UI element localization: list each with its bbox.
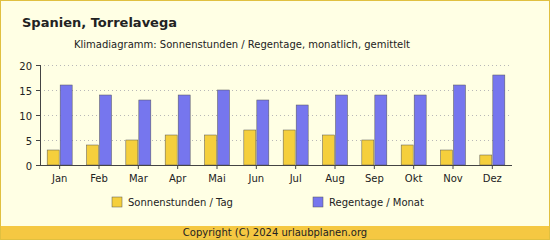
legend-label: Regentage / Monat [329, 197, 424, 208]
bar [414, 95, 426, 165]
chart: Spanien, Torrelavega Klimadiagramm: Sonne… [0, 0, 550, 240]
x-tick [374, 165, 375, 169]
bar [60, 85, 72, 165]
x-tick-label: Feb [90, 173, 108, 184]
bar [100, 95, 112, 165]
y-tick [36, 90, 40, 91]
bar [165, 135, 177, 165]
x-tick [138, 165, 139, 169]
bar [126, 140, 138, 165]
grid-line [40, 90, 512, 91]
footer-bar [1, 226, 549, 239]
bar [47, 150, 59, 165]
x-tick-label: Mai [208, 173, 226, 184]
x-tick [177, 165, 178, 169]
bar [257, 100, 269, 165]
bar [178, 95, 190, 165]
bar [244, 130, 256, 165]
bar [218, 90, 230, 165]
bar [323, 135, 335, 165]
y-tick [36, 140, 40, 141]
x-tick-label: Sep [365, 173, 384, 184]
x-tick [99, 165, 100, 169]
x-tick [295, 165, 296, 169]
y-tick-label: 15 [19, 86, 32, 97]
y-tick [36, 165, 40, 166]
x-tick [335, 165, 336, 169]
y-axis [40, 65, 41, 165]
x-tick [217, 165, 218, 169]
x-tick-label: Apr [169, 173, 187, 184]
bar [480, 155, 492, 165]
bar [336, 95, 348, 165]
chart-container: Spanien, Torrelavega Klimadiagramm: Sonne… [0, 0, 550, 240]
x-tick-label: Aug [325, 173, 345, 184]
x-tick [413, 165, 414, 169]
x-tick-label: Jun [248, 173, 265, 184]
bar [283, 130, 295, 165]
background [1, 1, 550, 240]
legend-label: Sonnenstunden / Tag [128, 197, 233, 208]
y-tick [36, 65, 40, 66]
bar [296, 105, 308, 165]
y-tick-label: 10 [19, 111, 32, 122]
x-tick-label: Nov [443, 173, 463, 184]
footer-text: Copyright (C) 2024 urlaubplanen.org [183, 227, 367, 238]
y-tick-label: 5 [26, 136, 32, 147]
bar [441, 150, 453, 165]
bar [139, 100, 151, 165]
legend-swatch [313, 197, 323, 207]
bar [401, 145, 413, 165]
x-tick [256, 165, 257, 169]
x-tick [492, 165, 493, 169]
x-tick-label: Jul [289, 173, 302, 184]
bar [205, 135, 217, 165]
x-tick [453, 165, 454, 169]
grid-line [40, 65, 512, 66]
y-tick [36, 115, 40, 116]
y-tick-label: 20 [19, 61, 32, 72]
x-tick-label: Okt [405, 173, 423, 184]
subtitle: Klimadiagramm: Sonnenstunden / Regentage… [74, 39, 410, 50]
y-tick-label: 0 [26, 161, 32, 172]
x-tick-label: Jan [51, 173, 67, 184]
x-tick-label: Mar [129, 173, 149, 184]
x-axis [40, 165, 512, 166]
bar [87, 145, 99, 165]
bar [454, 85, 466, 165]
x-tick-label: Dez [483, 173, 502, 184]
bars [47, 75, 505, 165]
x-tick [59, 165, 60, 169]
bar [493, 75, 505, 165]
bar [362, 140, 374, 165]
title: Spanien, Torrelavega [22, 15, 177, 30]
bar [375, 95, 387, 165]
legend-swatch [112, 197, 122, 207]
